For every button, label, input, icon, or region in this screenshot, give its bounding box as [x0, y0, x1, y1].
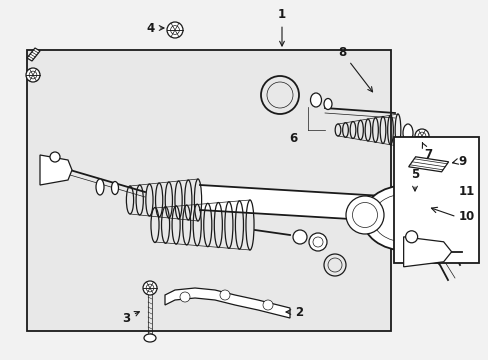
Text: 5: 5	[410, 168, 418, 191]
Circle shape	[405, 231, 417, 243]
Ellipse shape	[292, 230, 306, 244]
Ellipse shape	[324, 99, 331, 109]
Bar	[27, 50, 390, 331]
Polygon shape	[27, 48, 40, 61]
Text: 1: 1	[277, 9, 285, 46]
Circle shape	[220, 290, 229, 300]
Text: 4: 4	[146, 22, 163, 35]
Circle shape	[180, 292, 190, 302]
Bar	[393, 137, 478, 263]
Ellipse shape	[308, 233, 326, 251]
Text: 11: 11	[458, 185, 474, 198]
Circle shape	[409, 198, 427, 216]
Ellipse shape	[402, 124, 412, 142]
Circle shape	[414, 129, 428, 143]
Ellipse shape	[362, 185, 447, 251]
Circle shape	[142, 281, 157, 295]
Text: 10: 10	[458, 210, 474, 223]
Ellipse shape	[310, 93, 321, 107]
Ellipse shape	[261, 76, 298, 114]
Polygon shape	[164, 288, 289, 318]
Ellipse shape	[143, 334, 156, 342]
Text: 9: 9	[458, 155, 466, 168]
Text: 8: 8	[337, 45, 372, 92]
Ellipse shape	[346, 196, 383, 234]
Polygon shape	[408, 157, 447, 172]
Circle shape	[263, 300, 272, 310]
Polygon shape	[403, 237, 451, 267]
Circle shape	[167, 22, 183, 38]
Ellipse shape	[111, 181, 118, 194]
Text: 7: 7	[422, 143, 431, 162]
Text: 2: 2	[285, 306, 303, 319]
Circle shape	[50, 152, 60, 162]
Polygon shape	[40, 155, 72, 185]
Text: 6: 6	[288, 131, 297, 144]
Text: 3: 3	[122, 311, 139, 324]
Ellipse shape	[96, 179, 104, 195]
Circle shape	[26, 68, 40, 82]
